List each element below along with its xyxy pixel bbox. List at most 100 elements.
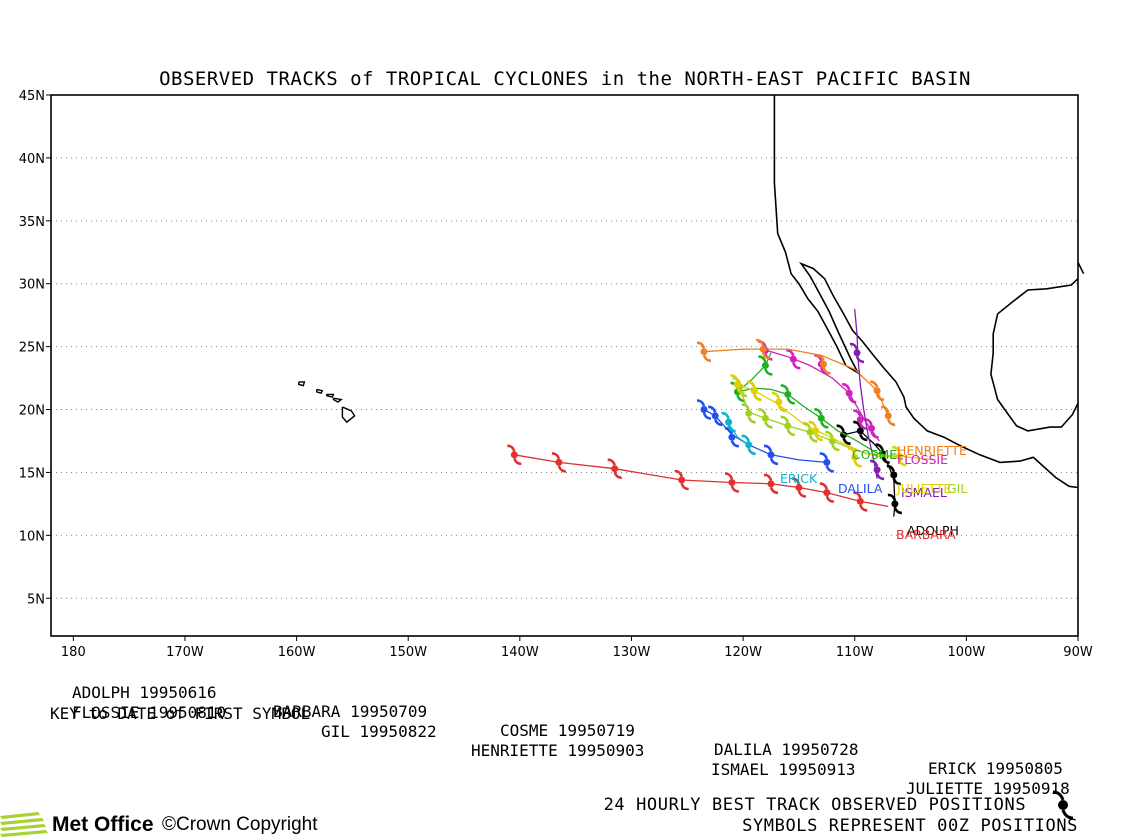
track-line (854, 308, 878, 479)
cyclone-symbol-eye (678, 476, 686, 484)
storm-key-row-2: FLOSSIE 19950810 GIL 19950822 HENRIETTE … (0, 684, 1130, 798)
cyclone-symbol (758, 355, 773, 376)
cyclone-symbol-eye (851, 453, 859, 461)
map-frame (50, 94, 1079, 637)
cyclone-symbol (847, 446, 862, 468)
storm-label-flossie: FLOSSIE (897, 452, 948, 467)
cyclone-symbol (551, 452, 566, 473)
hawaii-island (316, 388, 324, 395)
storm-track-adolph (836, 420, 902, 517)
cyclone-symbol-eye (820, 360, 827, 368)
cyclone-symbol (870, 459, 885, 481)
cyclone-symbol (819, 482, 834, 503)
cyclone-symbol (674, 469, 689, 491)
hawaii-island (298, 381, 306, 387)
cyclone-symbol (786, 348, 801, 370)
cyclone-symbol-eye (890, 471, 898, 479)
cyclone-symbol-arms (808, 420, 823, 442)
lon-label: 180 (61, 645, 86, 660)
storm-label-ismael: ISMAEL (901, 485, 947, 500)
cyclone-symbol-eye (784, 390, 792, 398)
cyclone-symbol (881, 405, 896, 427)
storm-tracks (507, 308, 933, 517)
cyclone-symbol (721, 411, 736, 433)
storm-track-barbara (507, 444, 889, 512)
cyclone-symbol-arms (825, 430, 840, 452)
coastline-segment (773, 95, 1079, 489)
cyclone-symbol-arms (791, 477, 806, 498)
footer-line-2: SYMBOLS REPRESENT 00Z POSITIONS (742, 816, 1078, 836)
cyclone-symbol (780, 384, 795, 405)
cyclone-symbol-eye (728, 433, 736, 441)
key-flossie: FLOSSIE 19950810 (72, 703, 227, 722)
cyclone-symbol-arms (875, 443, 890, 464)
cyclone-symbol-arms (758, 355, 773, 376)
cyclone-symbol (696, 399, 712, 420)
cyclone-symbol (870, 380, 885, 402)
hawaii-island (332, 397, 343, 403)
lat-label: 35N (19, 215, 45, 230)
map-title: OBSERVED TRACKS of TROPICAL CYCLONES in … (159, 68, 971, 90)
storm-track-juliette (730, 374, 933, 468)
cyclone-symbol-arms (756, 338, 771, 360)
coastline (298, 95, 1085, 489)
cyclone-symbol-eye (853, 349, 861, 357)
cyclone-symbol (741, 434, 756, 456)
cyclone-symbol-arms (763, 444, 779, 466)
cyclone-symbol-arms (887, 493, 902, 515)
cyclone-symbol (808, 420, 823, 442)
lat-label: 25N (19, 341, 45, 356)
storm-label-henriette: HENRIETTE (897, 443, 967, 458)
cyclone-symbol (853, 420, 868, 442)
key-ismael: ISMAEL 19950913 (711, 760, 856, 779)
cyclone-symbol-eye (784, 422, 792, 430)
cyclone-symbol-arms (886, 464, 901, 486)
cyclone-symbol-arms (696, 399, 712, 420)
cyclone-symbol (730, 374, 745, 395)
cyclone-symbol-arms (696, 341, 712, 363)
coastline-segment (990, 278, 1079, 432)
cyclone-symbol-arms (819, 482, 834, 503)
cyclone-symbol-eye (761, 362, 769, 369)
cyclone-symbol (507, 444, 522, 466)
cyclone-symbol (747, 380, 762, 402)
cyclone-symbol-eye (868, 424, 875, 432)
lat-label: 10N (19, 529, 45, 544)
lon-label: 150W (389, 645, 427, 660)
cyclone-symbol-eye (817, 414, 825, 422)
cyclone-symbol-arms (780, 384, 795, 405)
cyclone-symbol (696, 341, 712, 363)
cyclone-symbol-eye (823, 458, 831, 466)
met-office-logo-text: Met Office (52, 813, 154, 836)
storm-track-ismael (849, 308, 885, 481)
cyclone-symbol (853, 491, 868, 512)
cyclone-symbol-arms (814, 407, 829, 429)
cyclone-symbol-eye (510, 451, 518, 459)
cyclone-symbol-arms (747, 380, 762, 402)
lon-label: 100W (948, 645, 986, 660)
key-barbara: BARBARA 19950709 (273, 702, 428, 721)
track-line (737, 352, 883, 457)
lat-label: 5N (27, 592, 45, 607)
cyclone-symbol-eye (725, 418, 733, 426)
cyclone-symbol-eye (856, 497, 864, 505)
cyclone-symbol-eye (856, 427, 864, 435)
axis-labels: 45N 40N 35N 30N 25N 20N 15N 10N 5N 180 170W 160W 150… (19, 89, 1093, 660)
key-adolph: ADOLPH 19950616 (72, 683, 217, 702)
track-line (514, 454, 889, 508)
lon-label: 130W (613, 645, 651, 660)
cyclone-symbol (758, 407, 773, 429)
cyclone-symbol-arms (853, 420, 868, 442)
storm-track-erick (721, 411, 756, 456)
lon-label: 170W (166, 645, 204, 660)
cyclone-symbol-eye (745, 441, 753, 449)
cyclone-symbol (842, 382, 857, 404)
cyclone-symbol (780, 415, 795, 437)
storm-label-dalila: DALILA (838, 481, 883, 496)
hawaii-island (341, 406, 356, 424)
cyclone-symbol-icon (1052, 790, 1074, 820)
cyclone-symbol (849, 342, 865, 364)
cyclone-symbol-eye (795, 484, 803, 491)
cyclone-symbol (819, 452, 834, 473)
lat-label: 40N (19, 152, 45, 167)
